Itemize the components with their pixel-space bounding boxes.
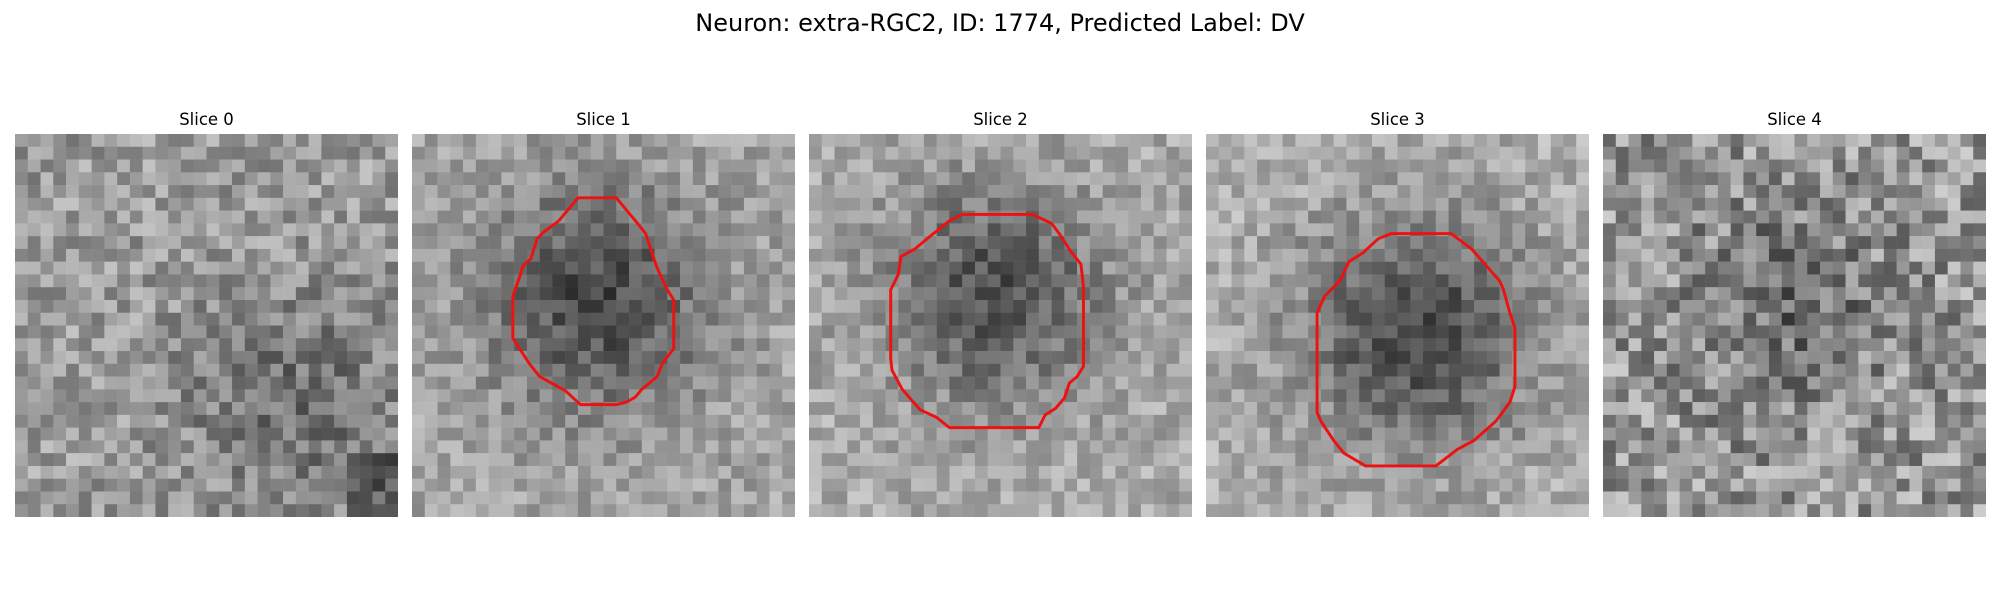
slice-title: Slice 1 bbox=[576, 110, 631, 129]
pixel-grid bbox=[412, 134, 795, 517]
slice-image bbox=[1206, 134, 1589, 517]
slice-image bbox=[809, 134, 1192, 517]
slice-image bbox=[412, 134, 795, 517]
slice-panel-4: Slice 4 bbox=[1603, 106, 1986, 517]
slice-image bbox=[1603, 134, 1986, 517]
pixel-grid bbox=[1206, 134, 1589, 517]
slice-title: Slice 4 bbox=[1767, 110, 1822, 129]
figure-title: Neuron: extra-RGC2, ID: 1774, Predicted … bbox=[695, 9, 1305, 37]
slice-panel-3: Slice 3 bbox=[1206, 106, 1589, 517]
segmentation-contour bbox=[511, 196, 676, 407]
pixel-grid bbox=[809, 134, 1192, 517]
segmentation-contour bbox=[1315, 232, 1517, 468]
pixel-grid bbox=[1603, 134, 1986, 517]
segmentation-contour bbox=[889, 212, 1085, 430]
slice-title: Slice 2 bbox=[973, 110, 1028, 129]
slice-panel-1: Slice 1 bbox=[412, 106, 795, 517]
slice-title: Slice 0 bbox=[179, 110, 234, 129]
slice-title: Slice 3 bbox=[1370, 110, 1425, 129]
pixel-grid bbox=[15, 134, 398, 517]
slice-panel-0: Slice 0 bbox=[15, 106, 398, 517]
slice-panel-2: Slice 2 bbox=[809, 106, 1192, 517]
slice-image bbox=[15, 134, 398, 517]
